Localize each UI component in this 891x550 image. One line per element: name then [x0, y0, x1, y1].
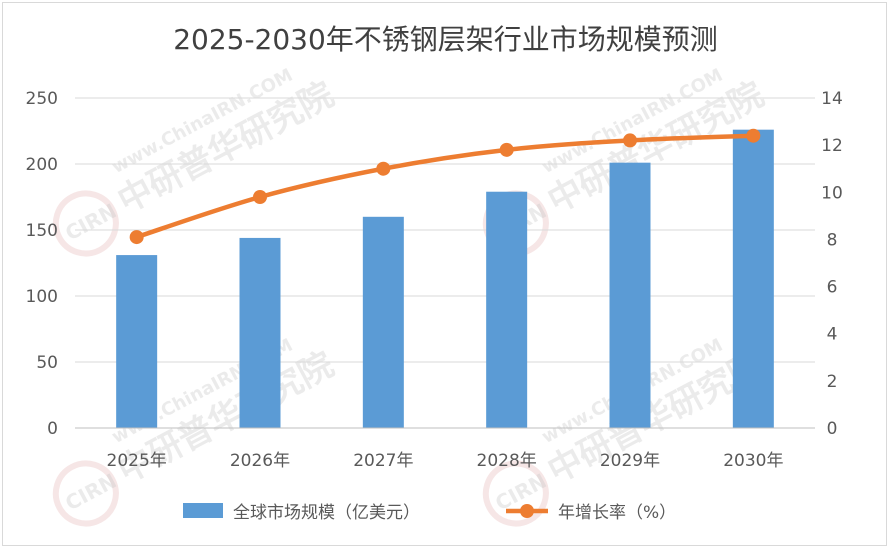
y-left-tick-label: 150	[26, 221, 58, 241]
line-point	[376, 161, 391, 176]
y-right-tick-label: 12	[821, 136, 843, 156]
x-tick-label: 2028年	[477, 451, 537, 471]
bar	[486, 191, 528, 428]
legend: 全球市场规模（亿美元） 年增长率（%）	[183, 503, 676, 523]
line-point	[129, 230, 144, 245]
bar	[116, 255, 158, 428]
y-right-tick-label: 0	[827, 419, 838, 439]
y-right-tick-label: 14	[821, 89, 843, 109]
line-point	[499, 142, 514, 157]
legend-label-bar: 全球市场规模（亿美元）	[233, 503, 420, 523]
y-left-tick-label: 250	[26, 89, 58, 109]
y-left-tick-label: 50	[36, 353, 58, 373]
bar	[732, 129, 774, 428]
x-tick-label: 2025年	[107, 451, 167, 471]
y-left-tick-label: 0	[47, 419, 58, 439]
chart-title: 2025-2030年不锈钢层架行业市场规模预测	[173, 23, 718, 56]
y-right-tick-label: 2	[827, 372, 838, 392]
line-series	[129, 128, 761, 245]
bar	[609, 162, 651, 428]
line-point	[253, 190, 267, 204]
line-point	[623, 133, 637, 148]
axes: 0 50 100 150 200 250 0 2 4 6 8 10 12 14 2025年 2026年 2027…	[26, 89, 843, 471]
x-tick-label: 2027年	[353, 451, 413, 471]
bar-series	[116, 129, 774, 428]
growth-line	[134, 133, 756, 240]
bar	[362, 216, 404, 428]
line-point	[746, 128, 761, 143]
x-tick-label: 2026年	[230, 451, 290, 471]
bar	[239, 237, 281, 428]
y-right-tick-label: 10	[821, 183, 843, 203]
y-left-tick-label: 100	[26, 287, 58, 307]
legend-swatch-marker	[520, 504, 534, 518]
legend-label-line: 年增长率（%）	[558, 503, 676, 523]
y-right-tick-label: 8	[827, 230, 838, 250]
legend-swatch-bar	[183, 503, 223, 518]
y-right-tick-label: 4	[827, 325, 838, 345]
y-left-tick-label: 200	[26, 155, 58, 175]
x-tick-label: 2029年	[600, 451, 660, 471]
x-tick-label: 2030年	[723, 451, 783, 471]
y-right-tick-label: 6	[827, 278, 838, 298]
